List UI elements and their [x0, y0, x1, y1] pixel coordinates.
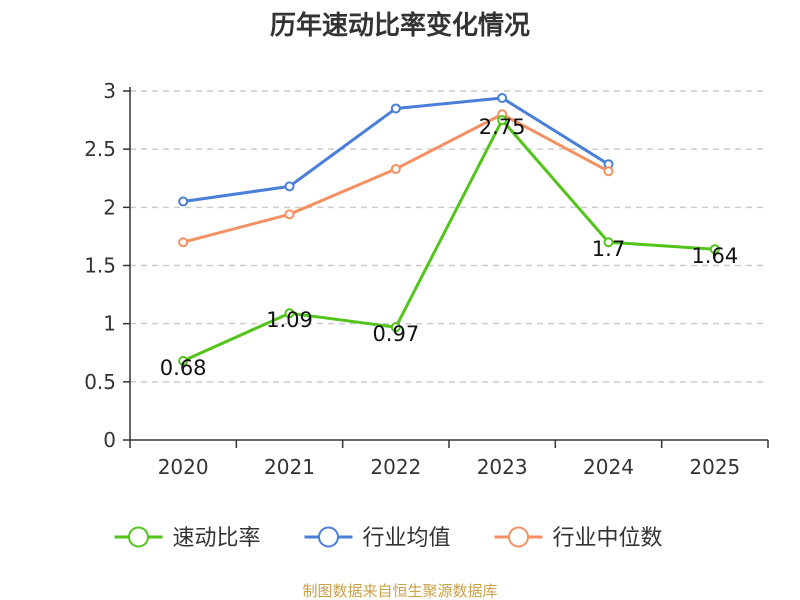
- x-tick-label: 2021: [264, 455, 315, 479]
- legend-label: 行业均值: [363, 526, 451, 551]
- y-tick-label: 1: [103, 312, 116, 336]
- data-label: 1.64: [691, 244, 738, 268]
- data-labels: 0.68 1.09 0.97 2.75 1.7 1.64: [160, 115, 738, 380]
- data-point-0: [603, 237, 614, 248]
- x-tick-label: 2020: [158, 455, 209, 479]
- grid: [130, 90, 768, 383]
- data-label: 0.68: [160, 356, 207, 380]
- y-tick-label: 2.5: [84, 137, 116, 161]
- data-point-0: [497, 115, 508, 126]
- legend-label: 行业中位数: [553, 526, 663, 551]
- data-point-1: [284, 181, 295, 192]
- data-point-0: [390, 322, 401, 333]
- data-point-2: [284, 209, 295, 220]
- data-point-0: [709, 244, 720, 255]
- legend-marker: [508, 526, 529, 548]
- x-tick-label: 2025: [689, 455, 740, 479]
- data-label: 0.97: [372, 322, 419, 346]
- data-point-2: [390, 163, 401, 174]
- data-point-0: [284, 308, 295, 319]
- x-tick-label: 2024: [583, 455, 634, 479]
- series-line-0: [182, 118, 715, 363]
- legend-marker: [318, 526, 339, 548]
- data-label: 1.09: [266, 308, 313, 332]
- data-label: 1.7: [592, 237, 625, 261]
- y-tick-label: 3: [103, 79, 116, 103]
- series-line-2: [182, 112, 610, 244]
- data-point-0: [178, 355, 189, 366]
- data-point-2: [603, 166, 614, 177]
- legend[interactable]: 速动比率 行业均值 行业中位数: [114, 526, 663, 551]
- source-note: 制图数据来自恒生聚源数据库: [302, 582, 497, 600]
- y-tick-label: 1.5: [84, 254, 116, 278]
- data-point-1: [178, 196, 189, 207]
- data-point-1: [390, 103, 401, 114]
- y-tick-label: 2: [103, 195, 116, 219]
- y-tick-label: 0: [103, 428, 116, 452]
- y-tick-label: 0.5: [84, 370, 116, 394]
- legend-marker: [128, 526, 149, 548]
- data-point-1: [497, 92, 508, 103]
- axes: 0 0.5 1 1.5 2 2.5 3 2020 2021 2022 2023 2024 2025: [84, 79, 769, 479]
- data-point-2: [178, 237, 189, 248]
- legend-label: 速动比率: [173, 526, 261, 551]
- data-label: 2.75: [479, 115, 526, 139]
- x-tick-label: 2023: [477, 455, 528, 479]
- x-tick-label: 2022: [370, 455, 421, 479]
- series-layer: [178, 92, 720, 366]
- chart-title: 历年速动比率变化情况: [270, 10, 530, 41]
